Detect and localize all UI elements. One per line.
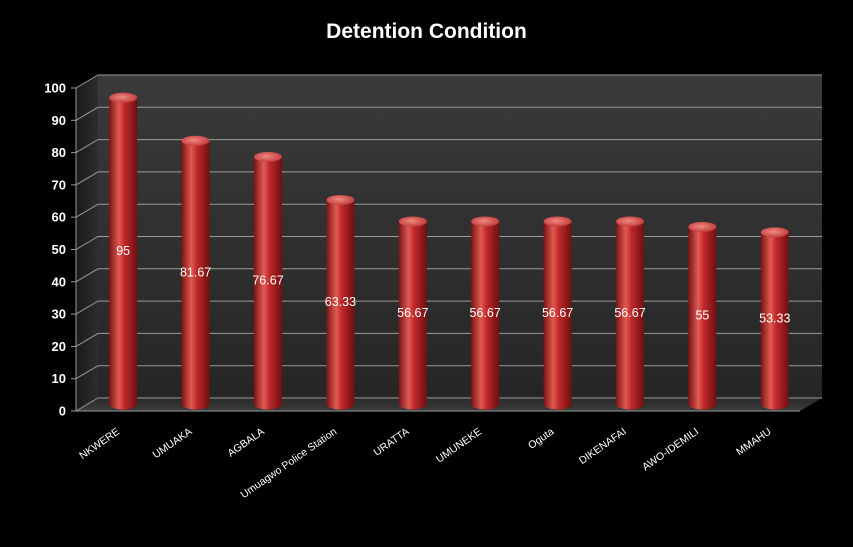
bar-body bbox=[109, 97, 138, 410]
bar bbox=[398, 216, 427, 410]
bar-top bbox=[326, 194, 355, 205]
x-tick-label: DIKENAFAI bbox=[577, 426, 629, 467]
gridline bbox=[75, 106, 822, 121]
y-tick-label: 30 bbox=[52, 307, 66, 322]
gridline bbox=[75, 236, 822, 250]
bar-body bbox=[471, 221, 500, 410]
bar-body bbox=[181, 140, 210, 410]
x-tick-label: UMUAKA bbox=[151, 426, 195, 462]
bar bbox=[254, 151, 282, 410]
bars bbox=[109, 92, 789, 410]
gridlines bbox=[71, 74, 822, 412]
data-label: 81.67 bbox=[180, 266, 211, 280]
y-tick-label: 60 bbox=[52, 210, 66, 225]
x-tick-label: UMUNEKE bbox=[434, 426, 484, 466]
gridline bbox=[75, 300, 822, 315]
data-labels: 95 81.67 76.67 63.33 56.67 56.67 56.67 56.67 55 5… bbox=[116, 244, 790, 325]
bar-body bbox=[398, 221, 427, 410]
gridline bbox=[75, 74, 822, 89]
bar bbox=[181, 135, 210, 410]
bar-top bbox=[398, 216, 427, 227]
bar-body bbox=[543, 221, 572, 410]
bar-top bbox=[688, 221, 717, 232]
y-tick-label: 100 bbox=[44, 81, 66, 96]
y-tick-label: 10 bbox=[52, 371, 66, 386]
bar-top bbox=[109, 92, 138, 103]
data-label: 95 bbox=[116, 244, 130, 258]
bar-top bbox=[543, 216, 572, 227]
bar-top bbox=[254, 151, 282, 162]
data-label: 63.33 bbox=[325, 295, 356, 309]
bar-body bbox=[326, 199, 355, 410]
bar-top bbox=[616, 216, 644, 227]
bar-body bbox=[616, 221, 644, 410]
gridline bbox=[75, 203, 822, 218]
bar bbox=[109, 92, 138, 410]
bar-top bbox=[760, 227, 789, 238]
data-label: 56.67 bbox=[397, 306, 428, 320]
bar bbox=[688, 221, 717, 410]
y-tick-label: 50 bbox=[52, 242, 66, 257]
y-tick-label: 40 bbox=[52, 274, 66, 289]
y-tick-label: 70 bbox=[52, 177, 66, 192]
bar-top bbox=[181, 135, 210, 146]
x-tick-label: AGBALA bbox=[225, 426, 266, 460]
bar-top bbox=[471, 216, 500, 227]
y-tick-label: 0 bbox=[59, 404, 66, 419]
gridline bbox=[75, 397, 822, 412]
data-label: 55 bbox=[695, 309, 709, 323]
bar bbox=[543, 216, 572, 410]
x-tick-label: URATTA bbox=[372, 426, 412, 459]
x-tick-label: NKWERE bbox=[77, 426, 122, 462]
y-axis-ticks: 0 10 20 30 40 50 60 70 80 90 100 bbox=[44, 81, 66, 419]
bar-body bbox=[688, 226, 717, 410]
data-label: 56.67 bbox=[614, 306, 645, 320]
gridline bbox=[75, 139, 822, 154]
y-tick-label: 80 bbox=[52, 145, 66, 160]
data-label: 53.33 bbox=[759, 311, 790, 325]
bar bbox=[471, 216, 500, 410]
x-tick-label: MMAHU bbox=[734, 426, 773, 459]
gridline bbox=[75, 332, 822, 347]
bar-body bbox=[760, 232, 789, 410]
y-tick-label: 20 bbox=[52, 339, 66, 354]
gridline bbox=[75, 365, 822, 380]
bar bbox=[616, 216, 644, 410]
bar bbox=[326, 194, 355, 410]
chart-title: Detention Condition bbox=[326, 20, 527, 43]
bar bbox=[760, 227, 789, 410]
gridline bbox=[75, 171, 822, 186]
x-tick-label: AWO-IDEMILI bbox=[640, 426, 701, 474]
data-label: 56.67 bbox=[470, 306, 501, 320]
x-tick-label: Oguta bbox=[526, 426, 556, 452]
data-label: 56.67 bbox=[542, 306, 573, 320]
data-label: 76.67 bbox=[252, 274, 283, 288]
bar-body bbox=[254, 156, 282, 410]
gridline bbox=[75, 268, 822, 283]
y-tick-label: 90 bbox=[52, 113, 66, 128]
